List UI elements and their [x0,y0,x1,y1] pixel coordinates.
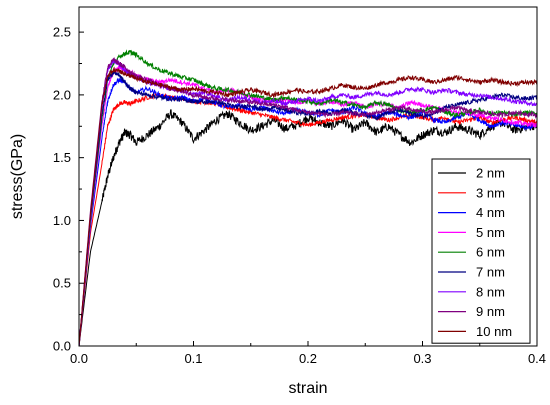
y-tick-label: 0.5 [53,276,71,291]
x-tick-label: 0.3 [413,351,431,366]
legend-label: 7 nm [476,265,505,280]
legend-label: 5 nm [476,225,505,240]
legend-label: 10 nm [476,324,512,339]
legend-label: 8 nm [476,284,505,299]
x-axis-ticks: 0.0 0.1 0.2 0.3 0.4 [70,341,546,366]
x-tick-label: 0.2 [299,351,317,366]
x-tick-label: 0.0 [70,351,88,366]
y-tick-label: 1.0 [53,213,71,228]
legend-label: 4 nm [476,205,505,220]
y-tick-label: 2.0 [53,87,71,102]
plot-lines [78,49,538,347]
series-line-2-nm [78,109,538,347]
legend-label: 3 nm [476,185,505,200]
x-tick-label: 0.4 [528,351,546,366]
x-tick-label: 0.1 [184,351,202,366]
y-tick-label: 0.0 [53,339,71,354]
y-tick-label: 2.5 [53,25,71,40]
legend-label: 6 nm [476,245,505,260]
series-line-3-nm [78,92,538,347]
legend-box [431,158,531,344]
x-axis-title: strain [288,380,327,397]
series-line-10-nm [78,66,538,347]
legend-label: 9 nm [476,304,505,319]
legend-label: 2 nm [476,166,505,181]
y-axis-ticks: 0.0 0.5 1.0 1.5 2.0 2.5 [53,25,84,354]
legend: 2 nm 3 nm 4 nm 5 nm 6 nm 7 nm 8 nm 9 nm 10 nm [431,158,531,344]
series-line-9-nm [78,56,538,347]
y-axis-title: stress(GPa) [9,134,26,219]
y-tick-label: 1.5 [53,150,71,165]
series-line-6-nm [78,49,538,347]
